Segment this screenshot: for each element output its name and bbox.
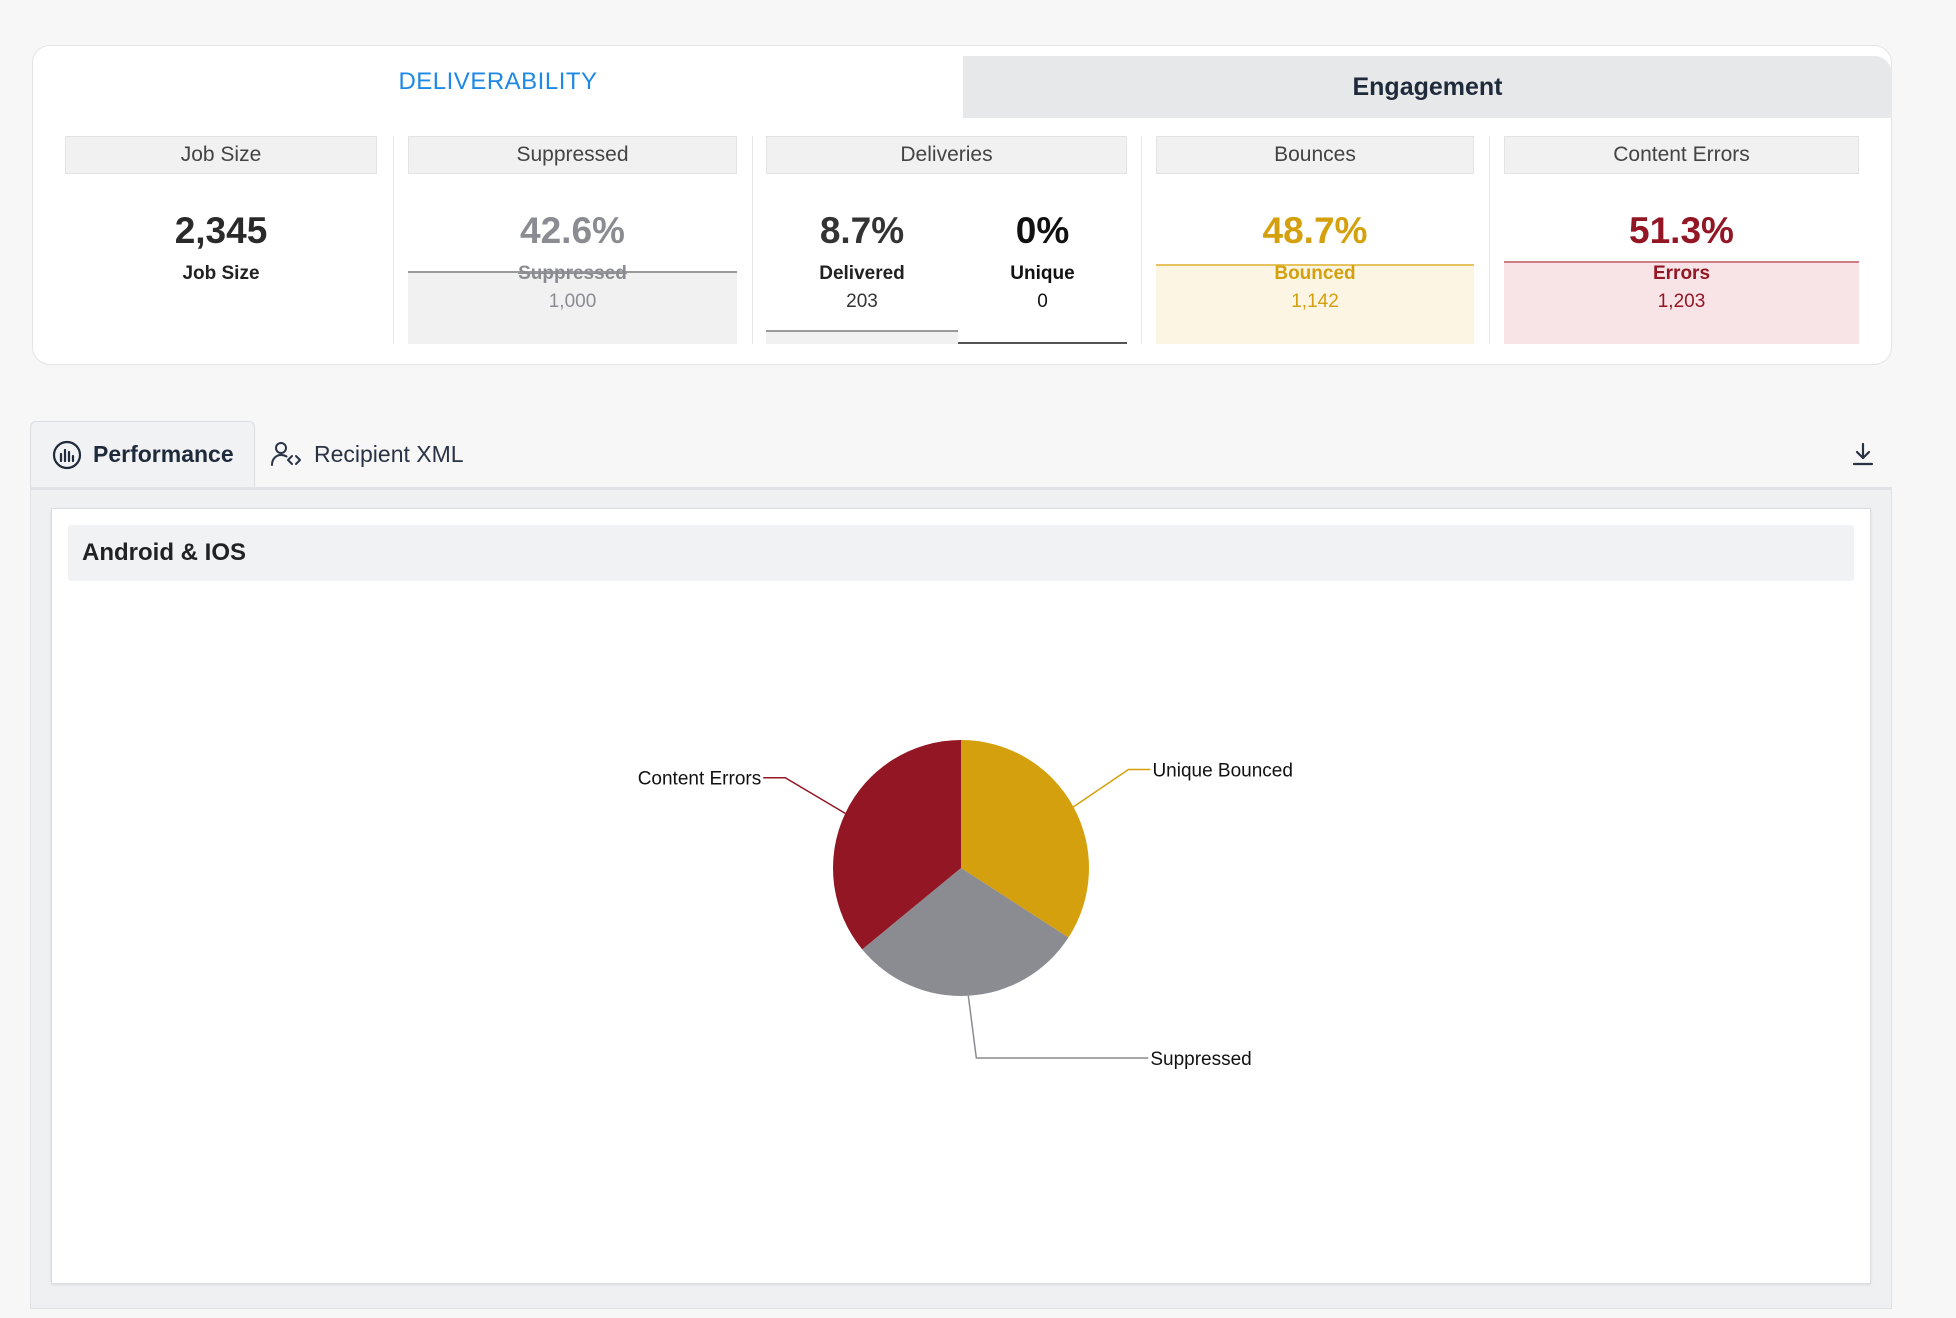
unique-label: Unique xyxy=(1010,263,1075,284)
tab-deliverability-label: DELIVERABILITY xyxy=(398,68,598,95)
suppressed-percent: 42.6% xyxy=(520,210,625,251)
delivered-percent: 8.7% xyxy=(819,210,905,251)
tab-engagement-label: Engagement xyxy=(1352,72,1503,101)
user-code-icon xyxy=(270,440,302,468)
tab-recipient-xml[interactable]: Recipient XML xyxy=(270,421,464,487)
suppressed-header: Suppressed xyxy=(408,136,737,174)
bounced-band xyxy=(1156,264,1474,344)
bounces-metric[interactable]: Bounces 48.7% Bounced 1,142 xyxy=(1156,136,1474,344)
job-size-value: 2,345 xyxy=(174,210,268,251)
pie-chart: Unique Bounced Suppressed Content Errors xyxy=(638,740,1293,1070)
unique-sub-metric[interactable]: 0% Unique 0 xyxy=(958,136,1127,344)
download-button[interactable] xyxy=(1848,439,1878,469)
report-tab-bar: Performance Recipient XML xyxy=(30,421,1892,489)
bounced-label: Bounced xyxy=(1274,263,1356,284)
content-errors-metric[interactable]: Content Errors 51.3% Errors 1,203 xyxy=(1504,136,1859,344)
pie-leader-line xyxy=(1073,768,1151,808)
chart-panel: Android & IOS Unique Bounced Suppressed Co… xyxy=(30,489,1892,1309)
errors-label: Errors xyxy=(1652,263,1711,284)
bounced-count: 1,142 xyxy=(1291,291,1339,312)
pie-label: Unique Bounced xyxy=(1152,761,1293,782)
chart-gauge-icon xyxy=(51,439,83,471)
suppressed-band xyxy=(408,271,737,344)
chart-title: Android & IOS xyxy=(68,525,1854,581)
errors-percent: 51.3% xyxy=(1629,210,1734,251)
job-size-header: Job Size xyxy=(65,136,377,174)
tab-engagement[interactable]: Engagement xyxy=(963,56,1892,118)
tab-deliverability[interactable]: DELIVERABILITY xyxy=(33,46,963,118)
errors-count: 1,203 xyxy=(1657,291,1706,312)
deliveries-metric: Deliveries 8.7% Delivered 203 0% Unique … xyxy=(766,136,1127,344)
job-size-metric: Job Size 2,345 Job Size xyxy=(65,136,377,344)
pie-leader-line xyxy=(967,995,1149,1059)
bounces-header: Bounces xyxy=(1156,136,1474,174)
content-errors-header: Content Errors xyxy=(1504,136,1859,174)
unique-count: 0 xyxy=(1037,291,1048,312)
job-size-label: Job Size xyxy=(182,263,260,284)
tab-performance-label: Performance xyxy=(93,441,234,467)
bounced-percent: 48.7% xyxy=(1262,210,1368,251)
pie-slice[interactable] xyxy=(961,740,1090,938)
column-divider xyxy=(393,136,394,344)
pie-slice[interactable] xyxy=(833,740,961,950)
delivered-count: 203 xyxy=(846,291,878,312)
pie-slice[interactable] xyxy=(862,868,1069,996)
suppressed-count: 1,000 xyxy=(548,291,597,312)
tab-recipient-xml-label: Recipient XML xyxy=(314,440,464,467)
delivered-progress-bar xyxy=(766,330,958,344)
tab-performance[interactable]: Performance xyxy=(30,421,255,487)
pie-label: Content Errors xyxy=(638,769,762,790)
column-divider xyxy=(1141,136,1142,344)
unique-percent: 0% xyxy=(1015,210,1070,251)
errors-band xyxy=(1504,261,1859,344)
column-divider xyxy=(1489,136,1490,344)
column-divider xyxy=(752,136,753,344)
delivered-sub-metric[interactable]: 8.7% Delivered 203 xyxy=(766,136,958,344)
deliveries-header: Deliveries xyxy=(766,136,1127,174)
chart-card: Android & IOS Unique Bounced Suppressed Co… xyxy=(51,508,1871,1284)
pie-label: Suppressed xyxy=(1150,1049,1251,1070)
deliverability-summary-card: DELIVERABILITY Engagement Job Size 2,345… xyxy=(32,45,1892,365)
pie-leader-line xyxy=(763,776,846,815)
delivered-label: Delivered xyxy=(819,263,905,284)
suppressed-label: Suppressed xyxy=(518,263,627,284)
download-icon xyxy=(1851,441,1875,467)
unique-progress-bar xyxy=(958,342,1127,344)
suppressed-metric[interactable]: Suppressed 42.6% Suppressed 1,000 xyxy=(408,136,737,344)
